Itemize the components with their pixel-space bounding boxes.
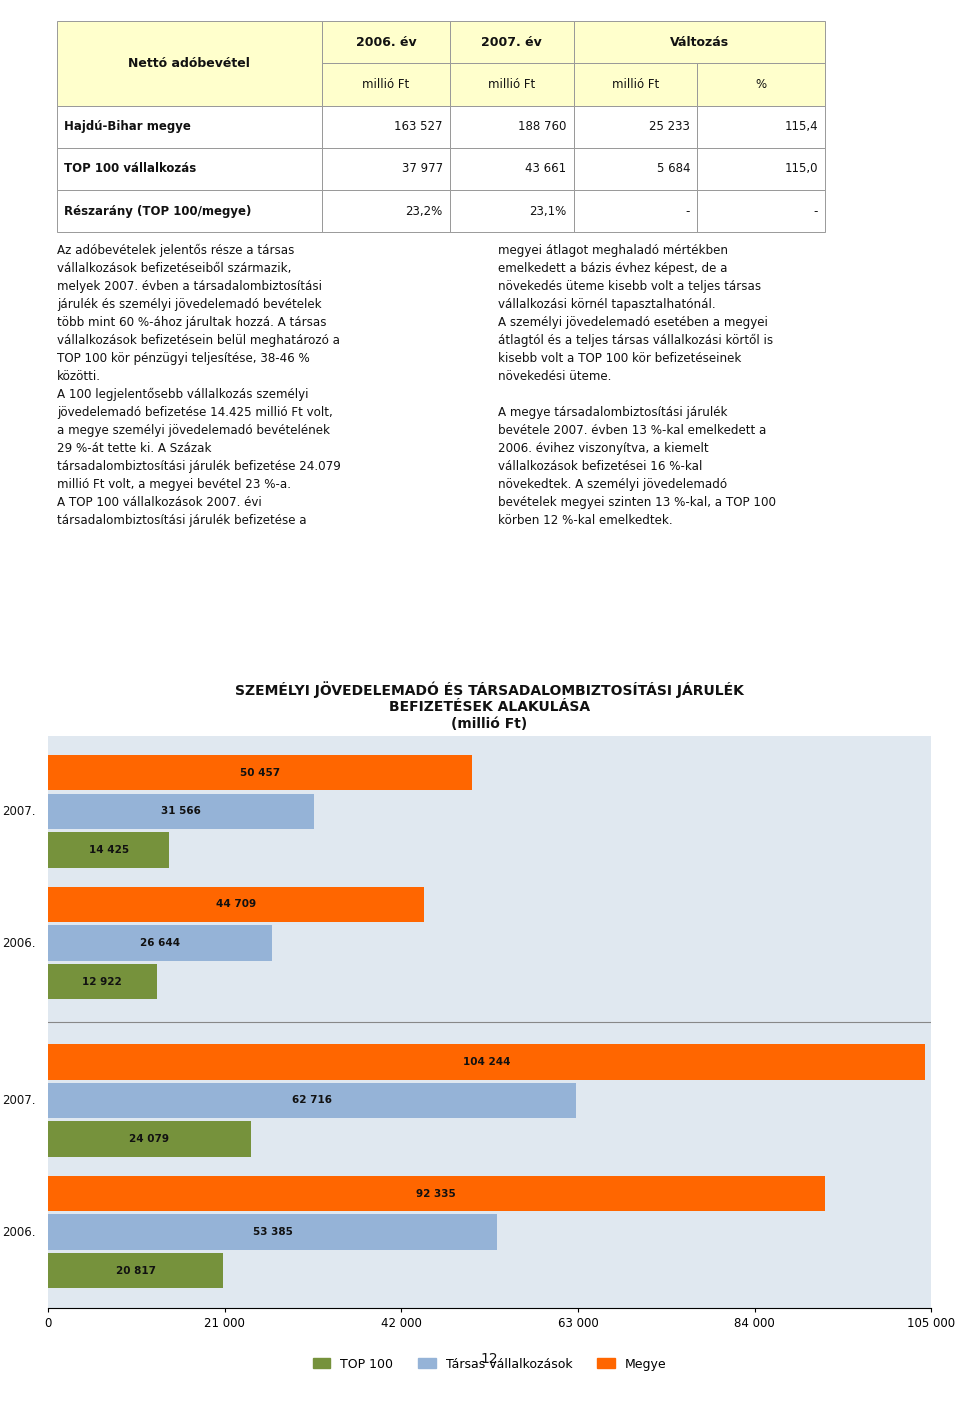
Text: 2007.: 2007. — [2, 1094, 36, 1107]
Text: 115,0: 115,0 — [784, 163, 818, 176]
Text: Az adóbevételek jelentős része a társas
vállalkozások befizetéseiből származik,
: Az adóbevételek jelentős része a társas … — [57, 244, 341, 527]
FancyBboxPatch shape — [573, 190, 697, 232]
Text: 2007. év: 2007. év — [481, 35, 542, 48]
FancyBboxPatch shape — [57, 147, 322, 190]
Text: 62 716: 62 716 — [292, 1095, 332, 1105]
Text: 92 335: 92 335 — [417, 1189, 456, 1199]
Bar — [48, 1121, 251, 1156]
FancyBboxPatch shape — [450, 106, 573, 147]
Text: 20 817: 20 817 — [115, 1265, 156, 1275]
Text: 115,4: 115,4 — [784, 120, 818, 133]
FancyBboxPatch shape — [697, 106, 826, 147]
Text: 23,2%: 23,2% — [405, 204, 443, 218]
Text: -: - — [685, 204, 690, 218]
FancyBboxPatch shape — [573, 21, 826, 64]
Text: Nettó adóbevétel: Nettó adóbevétel — [129, 57, 251, 69]
Bar — [48, 1214, 497, 1250]
Bar — [48, 887, 424, 922]
Text: megyei átlagot meghaladó mértékben
emelkedett a bázis évhez képest, de a
növeked: megyei átlagot meghaladó mértékben emelk… — [498, 244, 777, 527]
Bar — [48, 832, 169, 867]
Text: 37 977: 37 977 — [401, 163, 443, 176]
Bar — [48, 794, 314, 829]
Text: 25 233: 25 233 — [649, 120, 690, 133]
Text: 163 527: 163 527 — [395, 120, 443, 133]
FancyBboxPatch shape — [573, 106, 697, 147]
Text: 12 922: 12 922 — [83, 976, 122, 986]
Text: millió Ft: millió Ft — [612, 78, 659, 91]
Bar — [48, 1176, 825, 1212]
Text: 2006.: 2006. — [2, 1226, 36, 1238]
FancyBboxPatch shape — [697, 147, 826, 190]
FancyBboxPatch shape — [322, 147, 450, 190]
Text: 26 644: 26 644 — [140, 938, 180, 948]
FancyBboxPatch shape — [573, 64, 697, 106]
FancyBboxPatch shape — [57, 190, 322, 232]
Text: Hajdú-Bihar megye: Hajdú-Bihar megye — [64, 120, 191, 133]
Text: 12: 12 — [481, 1352, 498, 1366]
Text: 188 760: 188 760 — [518, 120, 566, 133]
Text: millió Ft: millió Ft — [362, 78, 410, 91]
FancyBboxPatch shape — [57, 106, 322, 147]
Text: Változás: Változás — [670, 35, 729, 48]
FancyBboxPatch shape — [57, 21, 322, 106]
FancyBboxPatch shape — [450, 190, 573, 232]
Bar — [48, 1044, 924, 1080]
Text: -: - — [814, 204, 818, 218]
Text: 24 079: 24 079 — [130, 1134, 169, 1144]
Text: 31 566: 31 566 — [161, 806, 201, 816]
Text: 2007.: 2007. — [2, 805, 36, 818]
FancyBboxPatch shape — [322, 21, 450, 64]
Bar — [48, 1083, 576, 1118]
Text: 44 709: 44 709 — [216, 900, 256, 910]
Text: %: % — [756, 78, 767, 91]
FancyBboxPatch shape — [697, 64, 826, 106]
Bar — [48, 1253, 223, 1288]
Text: 50 457: 50 457 — [240, 768, 280, 778]
Legend: TOP 100, Társas vállalkozások, Megye: TOP 100, Társas vállalkozások, Megye — [308, 1353, 671, 1376]
Bar — [48, 755, 472, 791]
Text: 14 425: 14 425 — [88, 845, 129, 854]
Text: 2006.: 2006. — [2, 937, 36, 949]
FancyBboxPatch shape — [322, 190, 450, 232]
Text: 104 244: 104 244 — [463, 1057, 510, 1067]
FancyBboxPatch shape — [322, 64, 450, 106]
FancyBboxPatch shape — [573, 147, 697, 190]
Text: 53 385: 53 385 — [252, 1227, 293, 1237]
FancyBboxPatch shape — [450, 147, 573, 190]
Text: 5 684: 5 684 — [657, 163, 690, 176]
Text: 23,1%: 23,1% — [529, 204, 566, 218]
Bar — [48, 925, 272, 961]
Text: TOP 100 vállalkozás: TOP 100 vállalkozás — [64, 163, 196, 176]
Text: 2006. év: 2006. év — [355, 35, 416, 48]
FancyBboxPatch shape — [450, 21, 573, 64]
Bar — [48, 964, 156, 999]
FancyBboxPatch shape — [450, 64, 573, 106]
Text: millió Ft: millió Ft — [488, 78, 536, 91]
Text: 43 661: 43 661 — [525, 163, 566, 176]
Title: SZEMÉLYI JÖVEDELEMADÓ ÉS TÁRSADALOMBIZTOSÍTÁSI JÁRULÉK
BEFIZETÉSEK ALAKULÁSA
(mi: SZEMÉLYI JÖVEDELEMADÓ ÉS TÁRSADALOMBIZTO… — [235, 682, 744, 731]
FancyBboxPatch shape — [322, 106, 450, 147]
FancyBboxPatch shape — [697, 190, 826, 232]
Text: Részarány (TOP 100/megye): Részarány (TOP 100/megye) — [64, 204, 252, 218]
